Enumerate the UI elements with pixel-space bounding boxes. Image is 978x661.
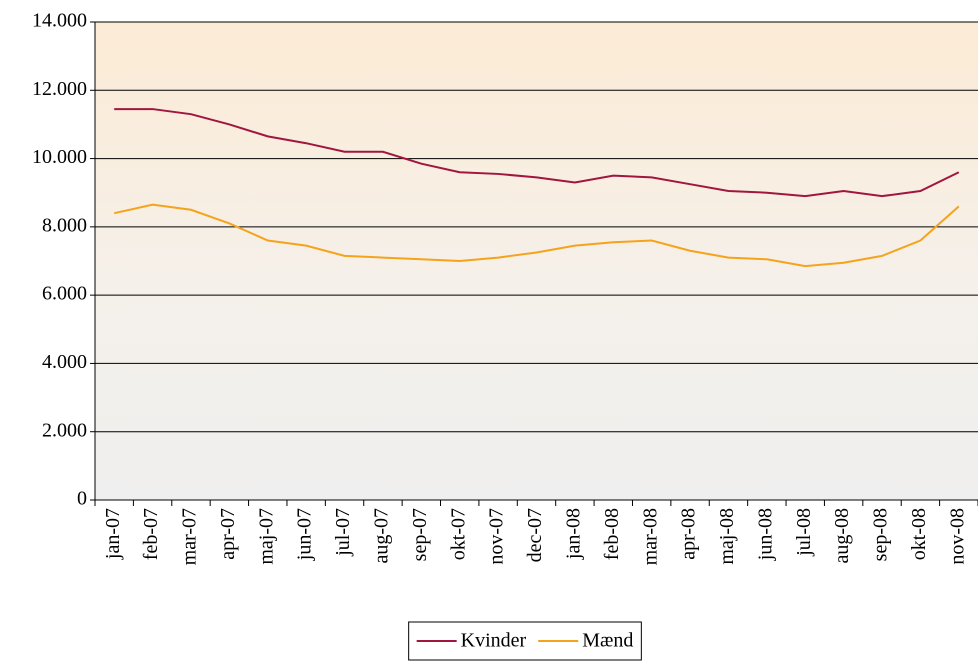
legend-box: [408, 621, 642, 661]
plot-area: [95, 22, 978, 500]
y-tick-label: 8.000: [42, 214, 87, 236]
x-tick-label: apr-07: [217, 508, 239, 560]
x-tick-label: mar-07: [179, 508, 201, 565]
x-tick-label: jun-08: [754, 508, 776, 561]
x-tick-label: aug-07: [371, 508, 393, 564]
x-tick-label: okt-08: [908, 508, 930, 560]
series-line: [114, 108, 960, 198]
y-tick-label: 0: [77, 488, 87, 510]
x-tick-label: feb-07: [140, 508, 162, 560]
x-tick-label: jan-07: [102, 508, 124, 560]
x-tick-label: feb-08: [601, 508, 623, 560]
x-tick-label: sep-08: [870, 508, 892, 561]
x-tick-label: okt-07: [447, 508, 469, 560]
x-tick-label: apr-08: [678, 508, 700, 560]
y-tick-label: 12.000: [32, 78, 87, 100]
x-tick-label: jun-07: [294, 508, 316, 561]
x-tick-label: sep-07: [409, 508, 431, 561]
x-tick-label: jan-08: [562, 508, 584, 560]
x-tick-label: maj-07: [255, 508, 277, 565]
y-tick-label: 14.000: [32, 10, 87, 32]
x-tick-label: nov-08: [946, 508, 968, 565]
series-line: [113, 203, 960, 268]
legend-label: Mænd: [582, 630, 633, 652]
y-tick-label: 6.000: [42, 283, 87, 305]
x-tick-label: jul-07: [332, 508, 354, 557]
y-tick-label: 2.000: [42, 419, 87, 441]
x-tick-label: nov-07: [486, 508, 508, 565]
x-tick-label: aug-08: [831, 508, 853, 564]
x-tick-label: maj-08: [716, 508, 738, 565]
y-tick-label: 10.000: [32, 146, 87, 168]
y-tick-label: 4.000: [42, 351, 87, 373]
legend-label: Kvinder: [461, 630, 527, 652]
x-tick-label: jul-08: [793, 508, 815, 557]
x-tick-label: dec-07: [524, 508, 546, 562]
x-tick-label: mar-08: [639, 508, 661, 565]
